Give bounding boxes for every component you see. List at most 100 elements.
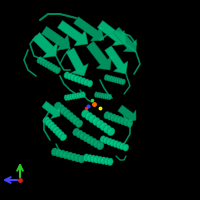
- Ellipse shape: [42, 60, 48, 66]
- Ellipse shape: [66, 112, 74, 120]
- Ellipse shape: [104, 125, 111, 133]
- Ellipse shape: [60, 107, 67, 115]
- Ellipse shape: [76, 93, 80, 99]
- Ellipse shape: [71, 74, 76, 81]
- Ellipse shape: [104, 112, 110, 119]
- Ellipse shape: [114, 115, 120, 122]
- Ellipse shape: [117, 116, 123, 124]
- Ellipse shape: [83, 154, 89, 161]
- Ellipse shape: [90, 138, 97, 146]
- Ellipse shape: [108, 94, 112, 100]
- Ellipse shape: [104, 74, 108, 80]
- Ellipse shape: [64, 72, 70, 79]
- Ellipse shape: [94, 92, 98, 97]
- Ellipse shape: [60, 134, 67, 141]
- Ellipse shape: [69, 94, 73, 100]
- Ellipse shape: [109, 76, 113, 82]
- Ellipse shape: [48, 122, 54, 128]
- Ellipse shape: [71, 153, 77, 161]
- Ellipse shape: [112, 76, 116, 82]
- Ellipse shape: [107, 138, 112, 145]
- Ellipse shape: [94, 156, 99, 163]
- Ellipse shape: [51, 148, 58, 156]
- Ellipse shape: [127, 120, 133, 127]
- Ellipse shape: [50, 124, 57, 131]
- Ellipse shape: [74, 154, 81, 162]
- Ellipse shape: [96, 92, 100, 98]
- Ellipse shape: [87, 80, 93, 87]
- Ellipse shape: [74, 75, 80, 82]
- Ellipse shape: [107, 75, 111, 81]
- Ellipse shape: [93, 117, 100, 125]
- Polygon shape: [87, 41, 112, 70]
- Polygon shape: [32, 32, 58, 58]
- Polygon shape: [42, 101, 60, 119]
- Ellipse shape: [104, 94, 108, 99]
- Polygon shape: [74, 17, 104, 41]
- Ellipse shape: [59, 150, 66, 158]
- Ellipse shape: [45, 119, 52, 126]
- Ellipse shape: [124, 119, 130, 126]
- Ellipse shape: [55, 149, 62, 157]
- Polygon shape: [118, 105, 136, 123]
- Polygon shape: [57, 20, 88, 46]
- Ellipse shape: [100, 123, 107, 131]
- Ellipse shape: [70, 115, 77, 122]
- Ellipse shape: [87, 136, 93, 144]
- Ellipse shape: [67, 94, 71, 100]
- Ellipse shape: [90, 155, 96, 163]
- Polygon shape: [41, 26, 70, 51]
- Ellipse shape: [76, 130, 83, 138]
- Ellipse shape: [103, 137, 109, 144]
- Ellipse shape: [87, 154, 92, 162]
- Ellipse shape: [84, 79, 89, 86]
- Ellipse shape: [64, 95, 68, 101]
- Ellipse shape: [78, 155, 85, 163]
- Ellipse shape: [116, 78, 120, 84]
- Ellipse shape: [55, 67, 61, 74]
- Ellipse shape: [121, 79, 125, 85]
- Ellipse shape: [73, 117, 80, 125]
- Ellipse shape: [110, 139, 116, 146]
- Ellipse shape: [37, 57, 42, 63]
- Ellipse shape: [107, 113, 113, 120]
- Ellipse shape: [80, 132, 86, 140]
- Polygon shape: [97, 21, 126, 46]
- Ellipse shape: [67, 73, 73, 80]
- Ellipse shape: [81, 92, 85, 98]
- Ellipse shape: [119, 78, 123, 84]
- Ellipse shape: [94, 140, 100, 148]
- Ellipse shape: [83, 134, 90, 142]
- Ellipse shape: [45, 61, 50, 68]
- Ellipse shape: [98, 93, 102, 98]
- Ellipse shape: [39, 58, 45, 65]
- Polygon shape: [105, 46, 128, 74]
- Ellipse shape: [100, 136, 106, 143]
- Ellipse shape: [76, 120, 83, 127]
- Ellipse shape: [53, 127, 59, 133]
- Ellipse shape: [110, 114, 116, 121]
- Ellipse shape: [54, 102, 61, 109]
- Ellipse shape: [96, 120, 104, 128]
- Ellipse shape: [108, 158, 113, 166]
- Ellipse shape: [57, 105, 64, 112]
- Ellipse shape: [72, 93, 76, 99]
- Ellipse shape: [85, 112, 93, 120]
- Ellipse shape: [58, 132, 64, 138]
- Ellipse shape: [47, 63, 53, 69]
- Ellipse shape: [81, 110, 89, 118]
- Ellipse shape: [120, 118, 126, 125]
- Ellipse shape: [107, 128, 115, 136]
- Ellipse shape: [114, 77, 118, 83]
- Ellipse shape: [74, 93, 78, 99]
- Ellipse shape: [97, 156, 103, 164]
- Ellipse shape: [120, 143, 125, 150]
- Ellipse shape: [73, 128, 80, 136]
- Polygon shape: [113, 27, 137, 52]
- Ellipse shape: [97, 142, 104, 150]
- Ellipse shape: [104, 157, 110, 165]
- Ellipse shape: [116, 142, 122, 149]
- Ellipse shape: [100, 93, 104, 98]
- Ellipse shape: [50, 64, 55, 71]
- Ellipse shape: [67, 152, 73, 160]
